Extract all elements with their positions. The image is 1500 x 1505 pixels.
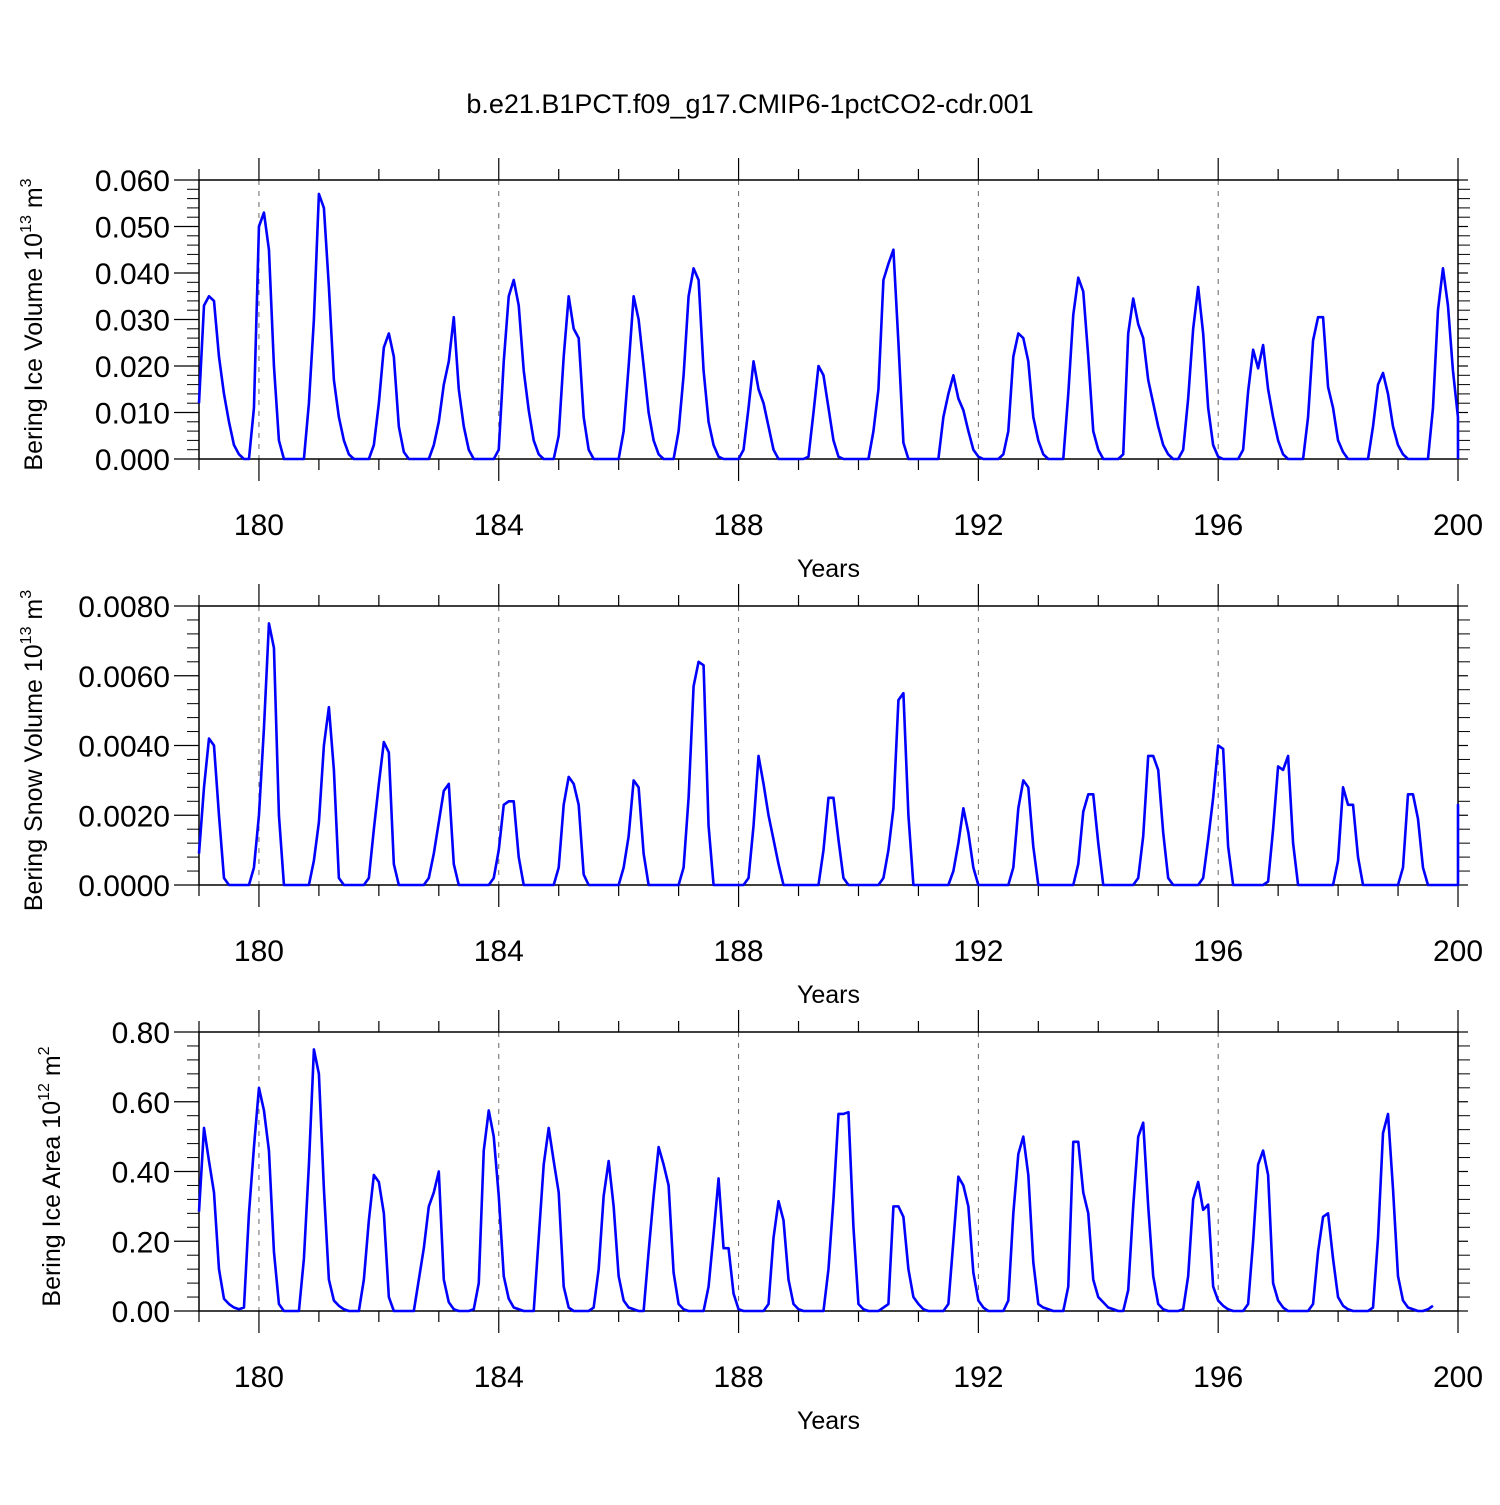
panel-2: 0.0000 0.0020 0.0040 0.0060 0.0080 180 184 188 1… — [18, 584, 1483, 1009]
y-axis-title-prefix: Bering Ice Area 10 — [38, 1101, 66, 1307]
series-line — [199, 194, 1458, 459]
plot-frame — [199, 180, 1458, 459]
y-axis-title-exponent: 13 — [18, 626, 35, 644]
y-tick-label: 0.60 — [112, 1087, 170, 1120]
x-tick-label: 188 — [714, 935, 764, 968]
series-line — [199, 1049, 1433, 1311]
y-tick-label: 0.0080 — [78, 591, 170, 624]
x-tick-label: 192 — [953, 1361, 1003, 1394]
y-axis-title-unit-exponent: 3 — [18, 178, 35, 187]
x-tick-label: 184 — [474, 509, 524, 542]
x-tick-label: 184 — [474, 935, 524, 968]
y-axis-title-exponent: 12 — [36, 1083, 53, 1101]
x-tick-label: 184 — [474, 1361, 524, 1394]
x-tick-label: 180 — [234, 509, 284, 542]
y-tick-label: 0.0060 — [78, 661, 170, 694]
x-tick-label: 180 — [234, 935, 284, 968]
x-axis-title: Years — [797, 555, 860, 583]
x-tick-label: 192 — [953, 509, 1003, 542]
y-tick-label: 0.030 — [95, 305, 170, 338]
y-axis-title: Bering Ice Volume 1013 m3 — [18, 178, 48, 470]
y-tick-label: 0.020 — [95, 351, 170, 384]
y-axis-title-unit: m — [38, 1055, 66, 1083]
y-axis-title-prefix: Bering Ice Volume 10 — [20, 233, 48, 471]
y-tick-label: 0.00 — [112, 1296, 170, 1329]
x-tick-label: 200 — [1433, 509, 1483, 542]
y-tick-label: 0.040 — [95, 258, 170, 291]
chart-title: b.e21.B1PCT.f09_g17.CMIP6-1pctCO2-cdr.00… — [466, 89, 1033, 119]
panel-1: 0.000 0.010 0.020 0.030 0.040 0.050 0.060 180 18… — [18, 158, 1483, 583]
x-tick-label: 192 — [953, 935, 1003, 968]
x-axis-title: Years — [797, 981, 860, 1009]
x-tick-label: 188 — [714, 1361, 764, 1394]
y-tick-label: 0.000 — [95, 444, 170, 477]
series-line — [199, 623, 1458, 885]
x-tick-label: 196 — [1193, 935, 1243, 968]
y-tick-label: 0.0020 — [78, 800, 170, 833]
y-axis-title-unit-exponent: 3 — [18, 590, 35, 599]
x-axis-title: Years — [797, 1407, 860, 1435]
x-tick-label: 188 — [714, 509, 764, 542]
y-tick-label: 0.0000 — [78, 870, 170, 903]
x-tick-label: 200 — [1433, 1361, 1483, 1394]
y-axis-title: Bering Ice Area 1012 m2 — [36, 1046, 66, 1306]
y-axis-title-unit: m — [20, 187, 48, 215]
x-tick-label: 180 — [234, 1361, 284, 1394]
y-tick-label: 0.0040 — [78, 731, 170, 764]
y-axis-title-exponent: 13 — [18, 215, 35, 233]
y-axis-title-unit: m — [20, 599, 48, 627]
x-tick-label: 196 — [1193, 509, 1243, 542]
plot-frame — [199, 606, 1458, 885]
y-axis-title-prefix: Bering Snow Volume 10 — [20, 644, 48, 911]
y-tick-label: 0.20 — [112, 1226, 170, 1259]
x-tick-label: 200 — [1433, 935, 1483, 968]
y-tick-label: 0.40 — [112, 1157, 170, 1190]
y-axis-title-unit-exponent: 2 — [36, 1046, 53, 1055]
y-tick-label: 0.060 — [95, 165, 170, 198]
y-tick-label: 0.010 — [95, 398, 170, 431]
y-axis-title: Bering Snow Volume 1013 m3 — [18, 590, 48, 911]
y-tick-label: 0.80 — [112, 1017, 170, 1050]
y-tick-label: 0.050 — [95, 212, 170, 245]
x-tick-label: 196 — [1193, 1361, 1243, 1394]
panel-3: 0.00 0.20 0.40 0.60 0.80 180 184 188 192 196 200 Ye… — [36, 1010, 1483, 1435]
